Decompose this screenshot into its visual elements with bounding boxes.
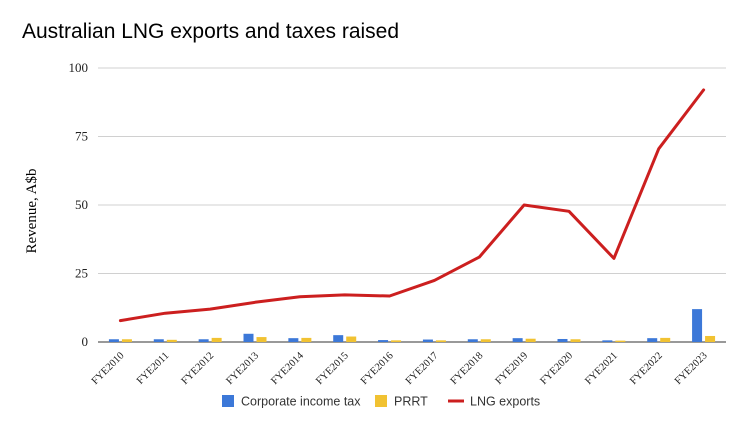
bar-corporate-income-tax-fye2018 [467, 339, 478, 342]
bar-corporate-income-tax-fye2016 [378, 340, 389, 342]
x-tick-label: FYE2012 [180, 350, 217, 387]
bar-prrt-fye2022 [660, 337, 671, 342]
bar-prrt-fye2014 [301, 337, 312, 342]
bar-prrt-fye2021 [615, 340, 626, 342]
x-tick-label: FYE2021 [583, 350, 620, 387]
bar-corporate-income-tax-fye2020 [557, 338, 568, 342]
bar-corporate-income-tax-fye2014 [288, 338, 299, 342]
y-tick-label: 75 [75, 129, 88, 144]
x-tick-label: FYE2014 [269, 350, 306, 387]
x-tick-label: FYE2010 [90, 350, 127, 387]
legend-label-corporate-income-tax: Corporate income tax [241, 395, 361, 409]
line-lng-exports [118, 88, 706, 323]
x-tick-label: FYE2016 [359, 350, 396, 387]
x-tick-label: FYE2017 [404, 350, 441, 387]
legend-swatch-prrt [375, 395, 387, 407]
x-tick-label: FYE2022 [628, 350, 665, 387]
bar-prrt-fye2011 [166, 339, 177, 342]
x-tick-label: FYE2018 [449, 350, 486, 387]
bar-corporate-income-tax-fye2012 [198, 339, 209, 342]
bar-corporate-income-tax-fye2010 [108, 339, 119, 342]
bar-prrt-fye2017 [435, 340, 446, 342]
bar-prrt-fye2023 [705, 335, 716, 342]
bar-corporate-income-tax-fye2015 [333, 335, 344, 342]
bar-prrt-fye2015 [346, 336, 357, 342]
bar-prrt-fye2019 [525, 338, 536, 342]
bar-corporate-income-tax-fye2023 [692, 309, 703, 342]
gridlines [98, 67, 726, 343]
y-tick-label: 0 [82, 334, 89, 349]
bar-corporate-income-tax-fye2021 [602, 340, 613, 342]
x-tick-label: FYE2023 [673, 350, 710, 387]
bar-prrt-fye2013 [256, 337, 267, 342]
x-tick-label: FYE2013 [224, 350, 261, 387]
y-tick-label: 50 [75, 197, 88, 212]
x-tick-label: FYE2019 [494, 350, 531, 387]
bar-prrt-fye2012 [211, 337, 222, 342]
line-series [118, 88, 706, 323]
y-tick-label: 25 [75, 266, 88, 281]
bar-prrt-fye2016 [391, 340, 402, 342]
bar-corporate-income-tax-fye2011 [153, 339, 164, 342]
legend-swatch-corporate-income-tax [222, 395, 234, 407]
bar-corporate-income-tax-fye2019 [512, 338, 523, 342]
x-tick-label: FYE2015 [314, 350, 351, 387]
bar-corporate-income-tax-fye2022 [647, 338, 658, 342]
bars [108, 309, 716, 342]
legend-label-lng-exports: LNG exports [470, 395, 540, 409]
x-tick-label: FYE2020 [538, 350, 575, 387]
y-axis-label: Revenue, A$b [24, 169, 40, 254]
chart-title: Australian LNG exports and taxes raised [22, 20, 400, 43]
x-tick-labels: FYE2010 FYE2011 FYE2012 FYE2013 FYE2014 FYE20… [90, 350, 710, 387]
x-tick-label: FYE2011 [135, 350, 171, 386]
y-tick-labels: 0 25 50 75 100 [69, 60, 89, 349]
bar-prrt-fye2018 [480, 339, 491, 342]
bar-prrt-fye2020 [570, 339, 581, 342]
bar-corporate-income-tax-fye2013 [243, 333, 254, 342]
bar-corporate-income-tax-fye2017 [422, 339, 433, 342]
bar-prrt-fye2010 [121, 339, 132, 342]
legend: Corporate income tax PRRT LNG exports [222, 395, 540, 409]
y-tick-label: 100 [69, 60, 89, 75]
legend-label-prrt: PRRT [394, 395, 428, 409]
